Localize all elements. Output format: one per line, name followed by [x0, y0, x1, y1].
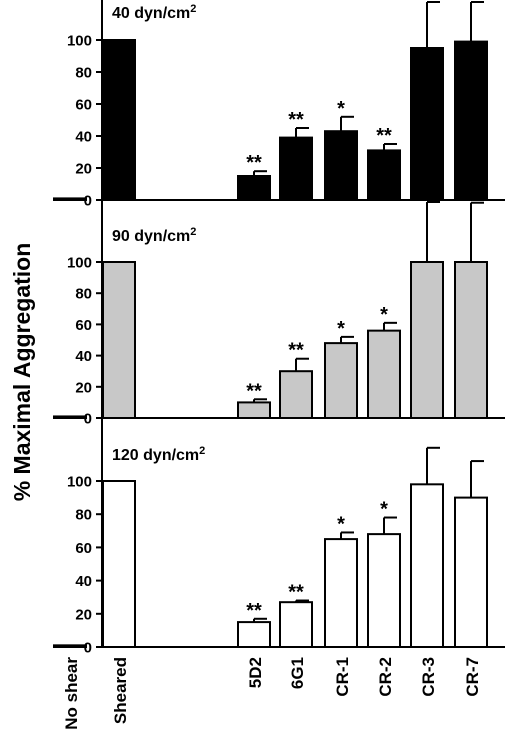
bar-6g1	[279, 136, 313, 202]
bar-cr-2	[367, 533, 401, 648]
x-category-label: 6G1	[288, 657, 307, 689]
y-tick-label: 100	[67, 255, 92, 272]
y-tick-label: 20	[75, 606, 92, 623]
x-category-label: CR-1	[333, 657, 352, 697]
bar-sheared	[102, 480, 136, 648]
panel-title: 90 dyn/cm2	[112, 226, 196, 245]
significance-marker: **	[288, 340, 304, 362]
bar-6g1	[279, 370, 313, 420]
x-category-label: CR-2	[376, 657, 395, 697]
y-axis-label: % Maximal Aggregation	[9, 243, 35, 502]
y-tick-label: 0	[84, 640, 92, 657]
y-tick-label: 60	[75, 97, 92, 114]
y-tick-label: 40	[75, 129, 92, 146]
significance-marker: **	[288, 109, 304, 131]
x-category-label: Sheared	[111, 657, 130, 724]
y-tick-label: 80	[75, 286, 92, 303]
panel-title-text: 40 dyn/cm	[112, 5, 190, 22]
bar-no-shear	[53, 644, 87, 649]
bar-5d2	[237, 621, 271, 648]
bar-5d2	[237, 401, 271, 419]
bar-cr-3	[410, 261, 444, 419]
significance-marker: *	[337, 98, 345, 120]
y-tick-label: 20	[75, 161, 92, 178]
y-tick-label: 60	[75, 317, 92, 334]
panel-title: 120 dyn/cm2	[112, 445, 205, 464]
bar-cr-7	[454, 496, 488, 648]
y-tick-label: 20	[75, 379, 92, 396]
panel-title-text: 120 dyn/cm	[112, 447, 199, 464]
bar-cr-1	[324, 342, 358, 419]
y-tick-label: 80	[75, 507, 92, 524]
y-tick-label: 80	[75, 65, 92, 82]
bar-cr-3	[410, 47, 444, 201]
significance-marker: **	[288, 582, 304, 604]
y-tick-label: 0	[84, 411, 92, 428]
panel-title-superscript: 2	[190, 3, 196, 15]
y-tick-label: 40	[75, 573, 92, 590]
bar-sheared	[102, 261, 136, 419]
bar-cr-1	[324, 130, 358, 201]
panel-title-text: 90 dyn/cm	[112, 228, 190, 245]
significance-marker: **	[376, 125, 392, 147]
bar-cr-3	[410, 483, 444, 648]
x-category-label: CR-7	[463, 657, 482, 697]
bar-cr-7	[454, 261, 488, 419]
bar-no-shear	[53, 415, 87, 420]
bar-cr-2	[367, 149, 401, 201]
bar-sheared	[102, 39, 136, 201]
significance-marker: *	[380, 499, 388, 521]
x-category-label: No shear	[62, 657, 81, 730]
y-tick-label: 100	[67, 33, 92, 50]
y-tick-label: 0	[84, 193, 92, 210]
panel-title-superscript: 2	[190, 226, 196, 238]
bar-5d2	[237, 175, 271, 201]
significance-marker: **	[246, 600, 262, 622]
significance-marker: **	[246, 380, 262, 402]
x-category-label: CR-3	[419, 657, 438, 697]
y-tick-label: 100	[67, 474, 92, 491]
x-category-label: 5D2	[246, 657, 265, 688]
significance-marker: *	[337, 318, 345, 340]
panel-title-superscript: 2	[199, 445, 205, 457]
bar-6g1	[279, 601, 313, 648]
y-tick-label: 60	[75, 540, 92, 557]
bar-no-shear	[53, 197, 87, 201]
bar-cr-2	[367, 329, 401, 420]
y-tick-label: 40	[75, 348, 92, 365]
bar-cr-1	[324, 538, 358, 648]
significance-marker: *	[380, 304, 388, 326]
panel-title: 40 dyn/cm2	[112, 3, 196, 22]
significance-marker: **	[246, 152, 262, 174]
bar-cr-7	[454, 40, 488, 201]
significance-marker: *	[337, 513, 345, 535]
